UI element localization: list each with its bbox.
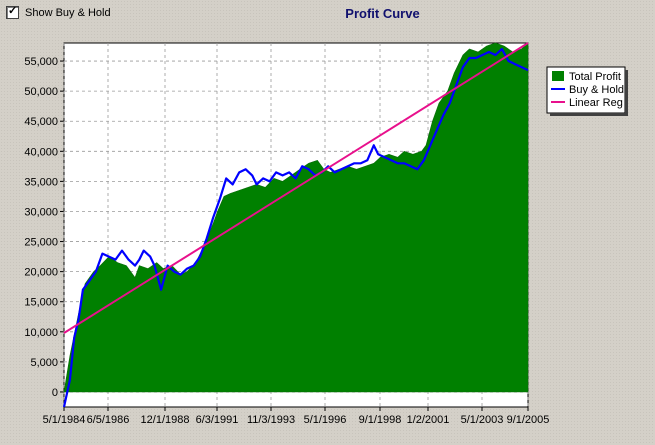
y-tick-label: 40,000	[24, 146, 58, 158]
check-mark-icon: ✓	[8, 5, 18, 17]
x-tick-label: 9/1/1998	[359, 414, 402, 426]
legend-label: Buy & Hold	[569, 84, 624, 96]
y-tick-label: 30,000	[24, 206, 58, 218]
y-tick-label: 10,000	[24, 327, 58, 339]
show-buy-hold-toggle[interactable]: ✓ Show Buy & Hold	[6, 5, 111, 19]
x-tick-label: 5/1/1984	[43, 414, 86, 426]
y-tick-label: 45,000	[24, 116, 58, 128]
legend-shadow	[550, 113, 628, 116]
y-tick-label: 0	[52, 387, 58, 399]
x-tick-label: 5/1/1996	[304, 414, 347, 426]
y-tick-label: 20,000	[24, 267, 58, 279]
legend-label: Linear Reg	[569, 97, 623, 109]
x-tick-label: 6/5/1986	[87, 414, 130, 426]
y-tick-label: 35,000	[24, 176, 58, 188]
x-tick-label: 6/3/1991	[196, 414, 239, 426]
x-tick-label: 12/1/1988	[141, 414, 190, 426]
y-tick-label: 55,000	[24, 56, 58, 68]
legend-swatch-total-profit	[552, 71, 564, 81]
legend-label: Total Profit	[569, 71, 621, 83]
y-tick-label: 15,000	[24, 297, 58, 309]
linear-reg-line	[63, 42, 529, 334]
x-tick-label: 9/1/2005	[507, 414, 550, 426]
y-tick-label: 5,000	[30, 357, 58, 369]
chart-title: Profit Curve	[345, 6, 420, 21]
show-buy-hold-label: Show Buy & Hold	[25, 6, 111, 19]
x-tick-label: 11/3/1993	[247, 414, 295, 426]
x-tick-label: 1/2/2001	[407, 414, 450, 426]
legend-shadow	[625, 70, 628, 116]
y-tick-label: 25,000	[24, 237, 58, 249]
buy-hold-line	[62, 47, 529, 408]
show-buy-hold-checkbox[interactable]: ✓	[6, 5, 19, 19]
x-tick-label: 5/1/2003	[461, 414, 504, 426]
y-tick-label: 50,000	[24, 86, 58, 98]
